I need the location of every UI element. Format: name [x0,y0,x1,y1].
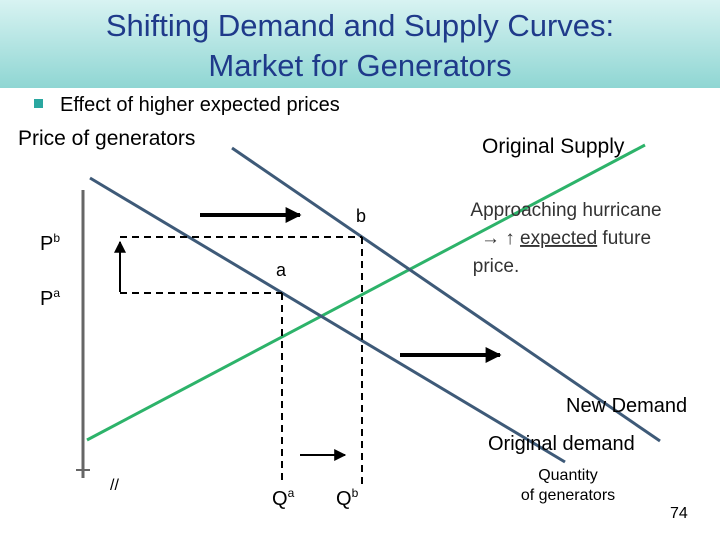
quantity-label: Qb [336,486,359,510]
price-label: Pb [40,231,60,255]
title-band [0,0,720,88]
title: Shifting Demand and Supply Curves: [106,8,614,43]
x-axis-label: Quantity [538,467,598,484]
page-number: 74 [670,505,688,522]
original-demand-curve [89,176,566,464]
note: Approaching hurricane → ↑ expected futur… [470,200,661,277]
note-line: Approaching hurricane [470,200,661,221]
quantity-label: Qa [272,486,295,510]
title: Market for Generators [208,48,511,83]
point-label: b [356,206,366,226]
price-label: Pa [40,286,60,310]
supply-curve [86,143,646,442]
original-demand-label: Original demand [488,433,635,455]
note-line: price. [473,256,519,277]
supply-label: Original Supply [482,135,625,158]
point-label: a [276,260,287,280]
y-axis-label: Price of generators [18,127,195,150]
new-demand-label: New Demand [566,395,687,417]
bullet: Effect of higher expected prices [60,94,340,116]
x-axis-label: of generators [521,487,615,504]
note-line: → ↑ expected future [481,228,651,249]
guides [120,236,363,485]
new-demand-curve [231,146,661,443]
bullet-marker [34,99,43,108]
axis-break: // [110,477,119,494]
